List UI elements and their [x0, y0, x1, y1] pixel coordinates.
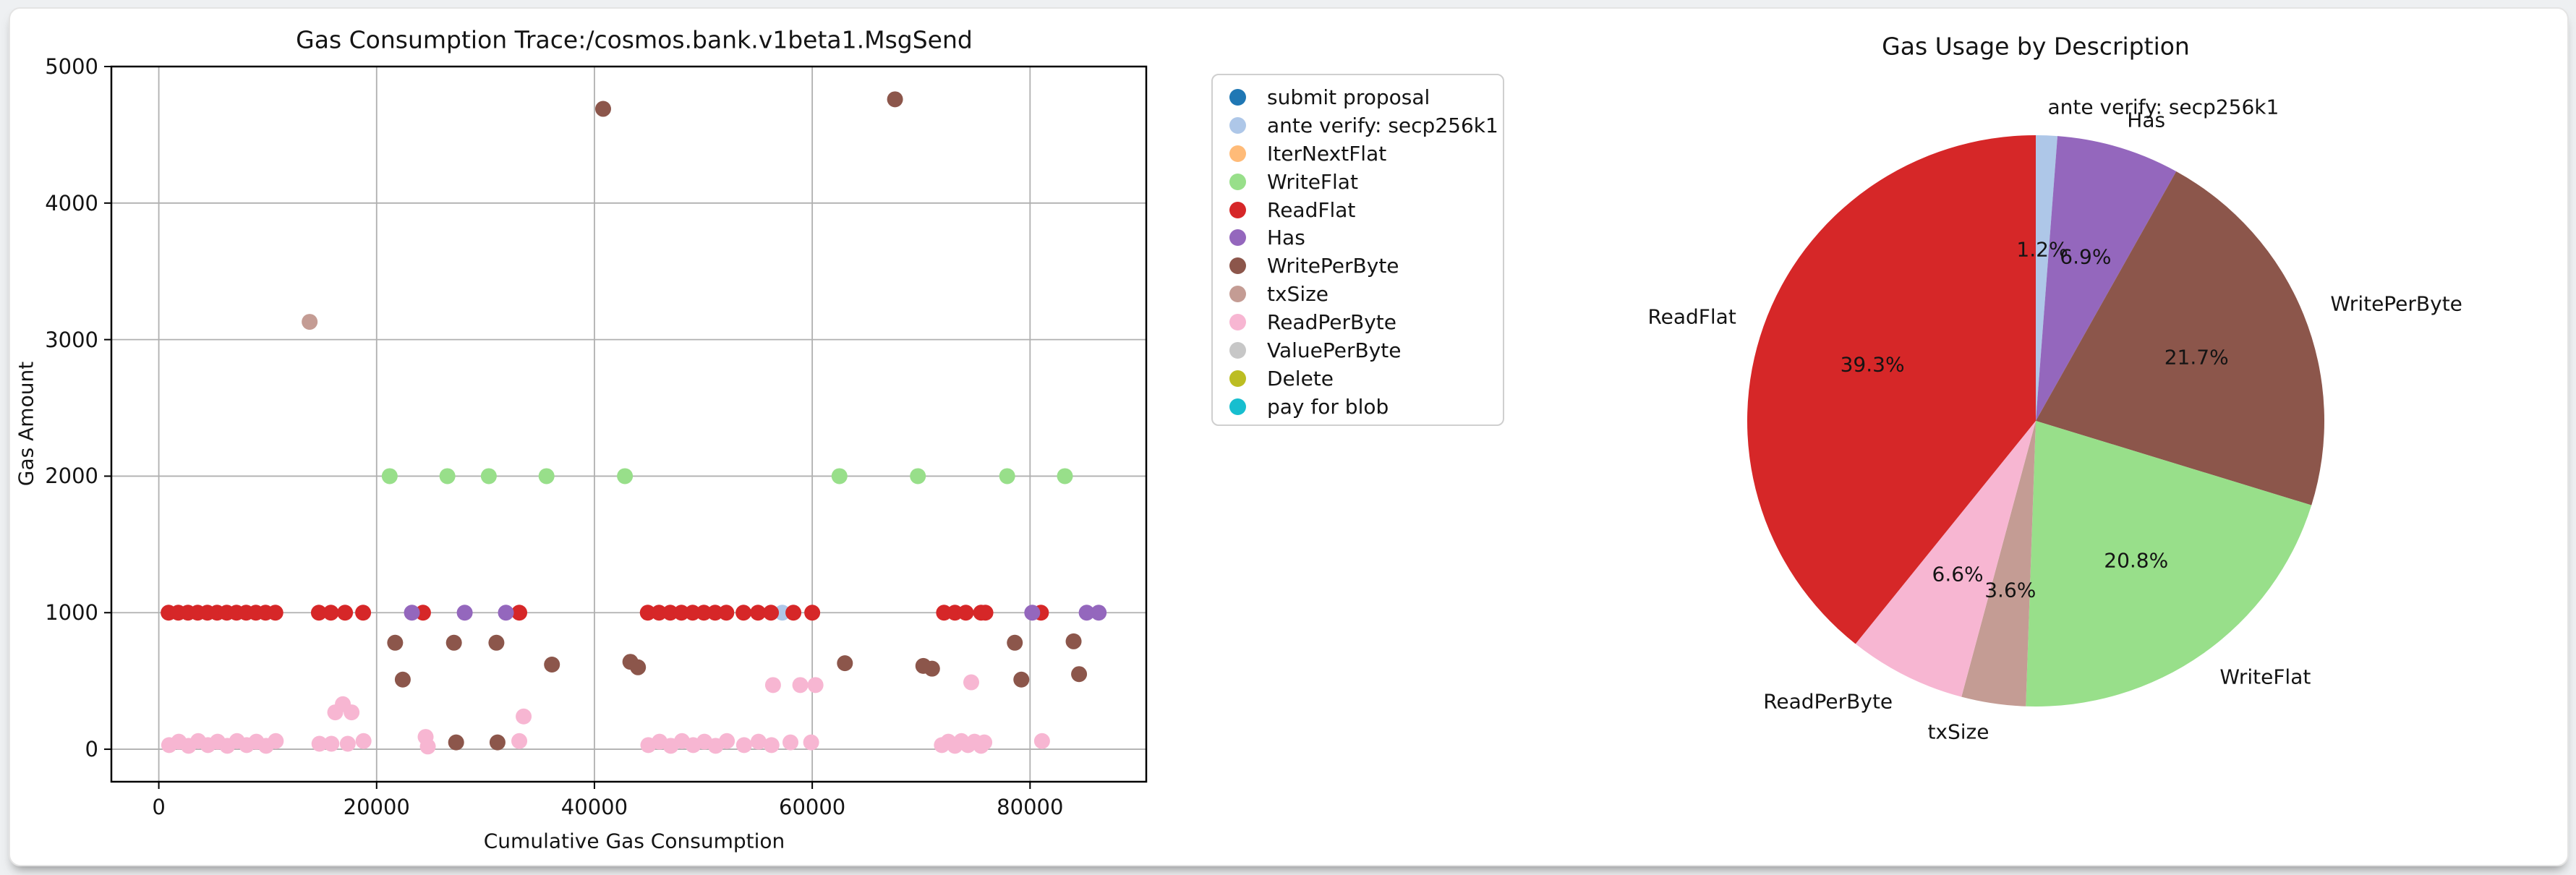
- legend-label: txSize: [1267, 282, 1329, 307]
- legend-item: ReadPerByte: [1213, 308, 1503, 336]
- legend-marker-icon: [1229, 286, 1246, 303]
- pie-title: Gas Usage by Description: [1882, 32, 2190, 61]
- legend-label: submit proposal: [1267, 85, 1430, 109]
- y-tick-label: 5000: [45, 54, 98, 79]
- x-tick-label: 40000: [560, 795, 628, 819]
- legend-label: WriteFlat: [1267, 169, 1358, 194]
- pie-slice-percent: 39.3%: [1840, 352, 1905, 377]
- legend-marker-icon: [1229, 398, 1246, 415]
- pie-slice-label: ReadPerByte: [1763, 689, 1893, 714]
- legend-label: Has: [1267, 226, 1305, 250]
- y-tick-label: 0: [85, 737, 98, 762]
- x-tick-label: 60000: [778, 795, 846, 819]
- legend-item: WritePerByte: [1213, 252, 1503, 280]
- legend-marker-icon: [1229, 314, 1246, 331]
- legend-label: ReadFlat: [1267, 197, 1356, 222]
- legend-marker-icon: [1229, 201, 1246, 218]
- pie-slice-percent: 6.9%: [2060, 244, 2112, 269]
- legend-marker-icon: [1229, 173, 1246, 190]
- legend-label: WritePerByte: [1267, 254, 1399, 278]
- scatter-x-axis-label: Cumulative Gas Consumption: [483, 829, 785, 853]
- legend-label: ValuePerByte: [1267, 338, 1402, 362]
- legend-item: Has: [1213, 223, 1503, 252]
- legend-marker-icon: [1229, 229, 1246, 247]
- scatter-legend: submit proposal ante verify: secp256k1 Ite…: [1211, 74, 1504, 426]
- pie-slice-percent: 20.8%: [2104, 548, 2169, 573]
- legend-label: IterNextFlat: [1267, 141, 1387, 166]
- pie-slice-label: txSize: [1927, 720, 1989, 744]
- legend-item: ValuePerByte: [1213, 336, 1503, 364]
- pie-slice-label: WriteFlat: [2219, 665, 2311, 689]
- pie-slice-label: ReadFlat: [1647, 304, 1736, 329]
- legend-marker-icon: [1229, 341, 1246, 359]
- y-tick-label: 2000: [45, 464, 98, 489]
- pie-slice-label: WritePerByte: [2330, 291, 2462, 316]
- legend-marker-icon: [1229, 116, 1246, 134]
- x-tick-label: 80000: [997, 795, 1064, 819]
- legend-item: ReadFlat: [1213, 196, 1503, 224]
- pie-slice-label: Has: [2127, 108, 2166, 132]
- legend-item: submit proposal: [1213, 83, 1503, 111]
- legend-marker-icon: [1229, 88, 1246, 106]
- x-tick-label: 20000: [343, 795, 410, 819]
- legend-label: ante verify: secp256k1: [1267, 113, 1498, 137]
- legend-label: ReadPerByte: [1267, 310, 1396, 335]
- legend-item: txSize: [1213, 280, 1503, 308]
- legend-label: Delete: [1267, 366, 1334, 390]
- y-tick-label: 1000: [45, 600, 98, 626]
- legend-item: IterNextFlat: [1213, 140, 1503, 168]
- pie-slice-percent: 1.2%: [2016, 237, 2068, 262]
- y-tick-label: 3000: [45, 327, 98, 352]
- scatter-y-axis-label: Gas Amount: [14, 361, 38, 487]
- y-tick-label: 4000: [45, 190, 98, 215]
- pie-slice-percent: 21.7%: [2164, 345, 2229, 370]
- x-tick-label: 0: [152, 795, 166, 819]
- legend-marker-icon: [1229, 257, 1246, 275]
- legend-item: WriteFlat: [1213, 168, 1503, 196]
- pie-slice-percent: 6.6%: [1932, 562, 1984, 586]
- legend-item: Delete: [1213, 364, 1503, 393]
- legend-label: pay for blob: [1267, 394, 1389, 419]
- pie-slice-percent: 3.6%: [1984, 578, 2037, 602]
- pie-slice-label: ante verify: secp256k1: [2047, 95, 2279, 119]
- legend-item: ante verify: secp256k1: [1213, 111, 1503, 140]
- legend-item: pay for blob: [1213, 393, 1503, 421]
- legend-marker-icon: [1229, 145, 1246, 162]
- scatter-title: Gas Consumption Trace:/cosmos.bank.v1bet…: [296, 25, 973, 54]
- legend-marker-icon: [1229, 370, 1246, 387]
